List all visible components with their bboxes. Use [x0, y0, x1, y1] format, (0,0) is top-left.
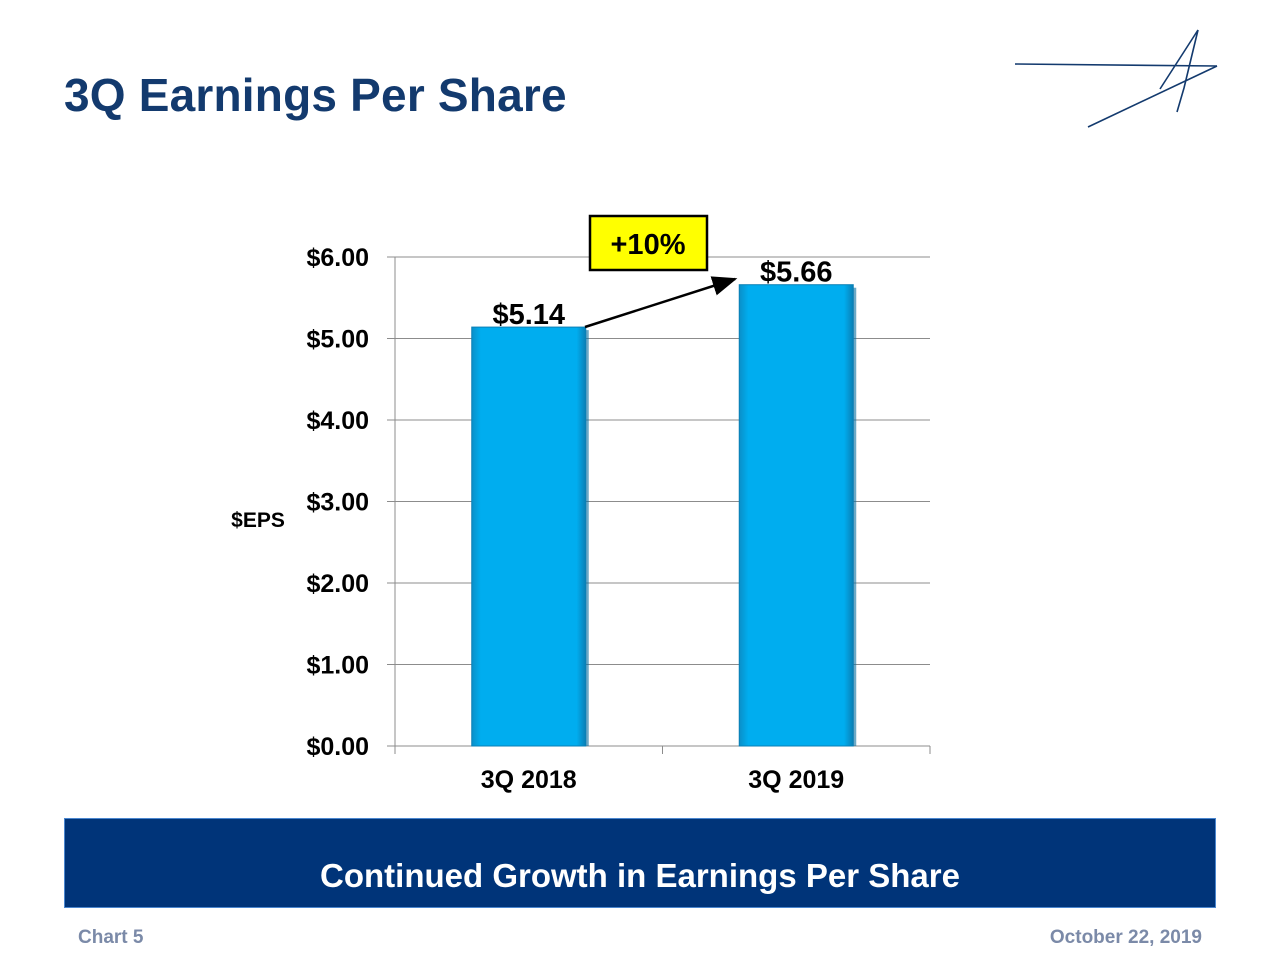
y-tick-label: $6.00 [306, 244, 369, 272]
growth-arrow [584, 276, 738, 329]
bar-3q-2018 [471, 326, 587, 747]
y-axis-label: $EPS [231, 509, 285, 532]
star-logo-icon [1014, 29, 1218, 128]
y-tick-label: $1.00 [306, 652, 369, 680]
growth-annotation-box [588, 214, 709, 272]
y-tick-label: $0.00 [306, 733, 369, 761]
chart-number: Chart 5 [78, 927, 144, 948]
data-label: $5.14 [492, 299, 565, 331]
y-tick-label: $2.00 [306, 570, 369, 598]
y-tick-label: $3.00 [306, 489, 369, 517]
growth-annotation-label: +10% [611, 229, 686, 261]
y-tick-label: $4.00 [306, 407, 369, 435]
slide-title: 3Q Earnings Per Share [64, 69, 567, 121]
y-tick-label: $5.00 [306, 326, 369, 354]
x-tick-label: 3Q 2019 [748, 766, 844, 794]
data-label: $5.66 [760, 257, 833, 289]
banner-text: Continued Growth in Earnings Per Share [320, 857, 960, 894]
summary-banner: Continued Growth in Earnings Per Share [64, 818, 1216, 908]
x-tick-label: 3Q 2018 [481, 766, 577, 794]
bar-3q-2019 [738, 284, 854, 747]
slide-date: October 22, 2019 [1049, 927, 1202, 948]
